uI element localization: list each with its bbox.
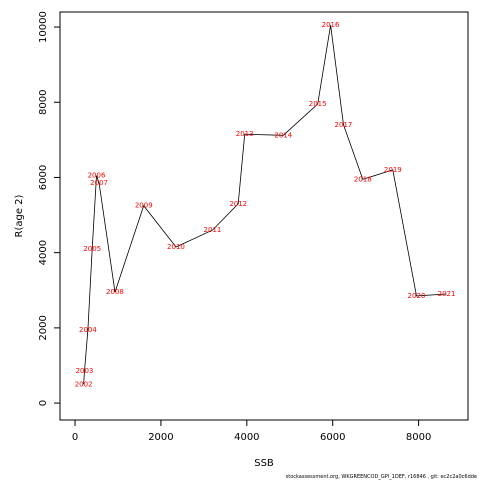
year-label: 2005 bbox=[83, 245, 101, 253]
year-label: 2015 bbox=[309, 100, 327, 108]
year-label: 2011 bbox=[204, 226, 222, 234]
x-tick-label: 8000 bbox=[406, 432, 431, 443]
year-label: 2019 bbox=[384, 166, 402, 174]
year-label: 2012 bbox=[229, 200, 247, 208]
x-tick-label: 4000 bbox=[234, 432, 259, 443]
x-axis: 0 2000 4000 6000 8000 bbox=[72, 419, 431, 443]
year-label: 2014 bbox=[274, 131, 292, 139]
plot-frame bbox=[59, 11, 469, 421]
year-label: 2004 bbox=[79, 326, 97, 334]
year-label: 2017 bbox=[335, 121, 353, 129]
y-tick-label: 10000 bbox=[38, 11, 49, 43]
year-label: 2020 bbox=[408, 292, 426, 300]
series-line bbox=[83, 25, 447, 385]
y-tick-label: 8000 bbox=[38, 90, 49, 115]
x-axis-label: SSB bbox=[254, 458, 274, 469]
x-tick-label: 2000 bbox=[148, 432, 173, 443]
y-tick-label: 6000 bbox=[38, 165, 49, 190]
x-tick-label: 6000 bbox=[320, 432, 345, 443]
y-tick-label: 0 bbox=[38, 400, 49, 406]
year-label: 2010 bbox=[167, 243, 185, 251]
year-label: 2006 bbox=[88, 172, 106, 180]
y-axis-label: R(age 2) bbox=[14, 194, 25, 237]
year-label: 2021 bbox=[438, 290, 456, 298]
y-tick-label: 2000 bbox=[38, 315, 49, 340]
year-label: 2008 bbox=[106, 288, 124, 296]
footer-text: stockassessment.org, WKGREENCOD_GPI_1DEF… bbox=[286, 474, 477, 480]
year-label: 2007 bbox=[90, 179, 108, 187]
year-label: 2018 bbox=[354, 175, 372, 183]
x-tick-label: 0 bbox=[72, 432, 78, 443]
year-label: 2009 bbox=[135, 202, 153, 210]
year-label: 2003 bbox=[76, 367, 94, 375]
year-label: 2013 bbox=[236, 130, 254, 138]
y-axis: 0 2000 4000 6000 8000 10000 bbox=[38, 11, 61, 406]
y-tick-label: 4000 bbox=[38, 240, 49, 265]
year-label: 2016 bbox=[322, 21, 340, 29]
year-label: 2002 bbox=[75, 380, 93, 388]
